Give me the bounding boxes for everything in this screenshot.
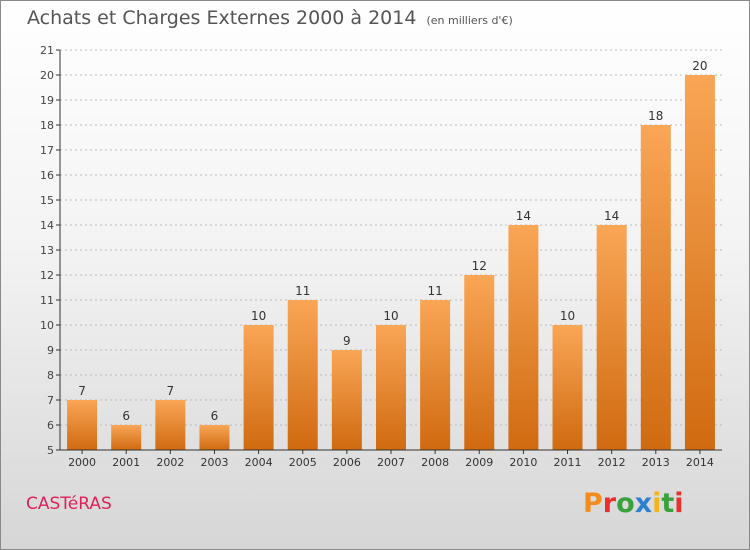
y-tick-label: 20 [40, 69, 54, 82]
x-tick-label: 2003 [200, 456, 228, 469]
y-tick-label: 10 [40, 319, 54, 332]
bar-value-label: 7 [78, 384, 86, 398]
bar [111, 425, 142, 450]
commune-name: CASTéRAS [26, 494, 112, 514]
y-tick-label: 14 [40, 219, 54, 232]
chart-title-block: Achats et Charges Externes 2000 à 2014 (e… [27, 7, 513, 29]
y-tick-label: 15 [40, 194, 54, 207]
x-tick-label: 2009 [465, 456, 493, 469]
y-tick-label: 7 [47, 394, 54, 407]
logo-letter: r [602, 488, 617, 519]
bar [596, 225, 627, 450]
x-tick-label: 2007 [377, 456, 405, 469]
y-tick-label: 8 [47, 369, 54, 382]
bar-value-label: 6 [211, 409, 219, 423]
bar-value-label: 14 [516, 209, 531, 223]
bar [376, 325, 406, 450]
bar [640, 125, 671, 450]
proxiti-logo: Proxiti [583, 488, 684, 519]
x-tick-label: 2001 [112, 456, 140, 469]
y-tick-label: 11 [40, 294, 54, 307]
x-tick-label: 2006 [333, 456, 361, 469]
x-tick-label: 2014 [686, 456, 714, 469]
bar-value-label: 11 [427, 284, 442, 298]
x-tick-label: 2004 [245, 456, 273, 469]
bar [464, 275, 495, 450]
chart-title: Achats et Charges Externes 2000 à 2014 [27, 7, 417, 29]
y-tick-label: 6 [47, 419, 54, 432]
x-tick-label: 2000 [68, 456, 96, 469]
logo-letter: i [674, 488, 684, 519]
y-tick-label: 13 [40, 244, 54, 257]
bar [684, 75, 715, 450]
logo-letter: o [616, 488, 635, 519]
bar [508, 225, 539, 450]
bar-value-label: 6 [122, 409, 130, 423]
y-tick-label: 16 [40, 169, 54, 182]
x-tick-label: 2013 [642, 456, 670, 469]
bar [331, 350, 362, 450]
bar [199, 425, 230, 450]
bar-value-label: 7 [167, 384, 175, 398]
bar-value-label: 12 [472, 259, 487, 273]
x-tick-label: 2002 [156, 456, 184, 469]
bar-value-label: 20 [692, 59, 707, 73]
bar [287, 300, 318, 450]
x-tick-label: 2010 [509, 456, 537, 469]
bar [552, 325, 583, 450]
bar-value-label: 18 [648, 109, 663, 123]
y-tick-label: 5 [47, 444, 54, 457]
x-tick-label: 2005 [289, 456, 317, 469]
x-tick-label: 2011 [554, 456, 582, 469]
bar-value-label: 10 [251, 309, 266, 323]
chart-subtitle: (en milliers d'€) [426, 14, 513, 27]
logo-letter: P [583, 488, 603, 519]
y-tick-label: 18 [40, 119, 54, 132]
y-tick-label: 17 [40, 144, 54, 157]
logo-letter: x [634, 488, 653, 519]
x-tick-label: 2012 [598, 456, 626, 469]
y-tick-label: 12 [40, 269, 54, 282]
logo-letter: i [652, 488, 662, 519]
y-tick-label: 19 [40, 94, 54, 107]
bar [243, 325, 274, 450]
bar-value-label: 11 [295, 284, 310, 298]
bar-value-label: 10 [560, 309, 575, 323]
y-tick-label: 9 [47, 344, 54, 357]
y-tick-label: 21 [40, 44, 54, 57]
bar-value-label: 10 [383, 309, 398, 323]
bar [420, 300, 451, 450]
bar-value-label: 9 [343, 334, 351, 348]
x-tick-label: 2008 [421, 456, 449, 469]
logo-letter: t [661, 488, 675, 519]
bar-value-label: 14 [604, 209, 619, 223]
bar [67, 400, 98, 450]
bar [155, 400, 186, 450]
